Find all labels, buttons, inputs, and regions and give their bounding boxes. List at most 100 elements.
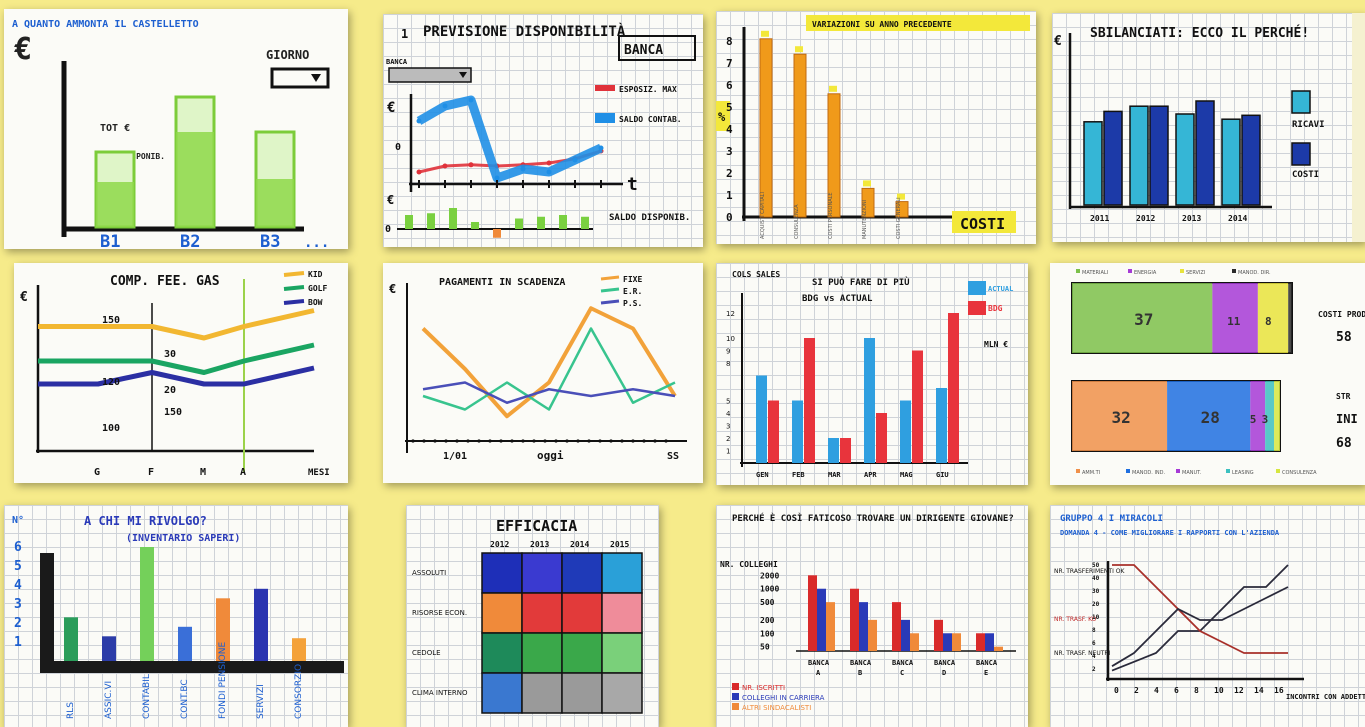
x-tick-dot [631,439,635,443]
x-tick-dot [455,439,459,443]
banca-select[interactable] [618,35,696,61]
stacked-segment [1274,381,1280,451]
data-point [520,166,526,172]
chart-castelletto-svg: A QUANTO AMMONTA IL CASTELLETTO € GIORNO… [12,19,330,249]
legend-swatch [732,683,739,690]
bar [943,633,952,651]
bar-actual [864,338,875,463]
heat-cell [561,632,603,674]
series-line [1111,564,1289,672]
x-tick-label: 0 [1114,686,1119,695]
giorno-dropdown[interactable] [270,67,330,89]
bar [861,187,875,218]
x-tick-label: COSTI GENERALI [896,197,902,239]
legend-label: MANOD. DIR. [1238,270,1271,276]
x-axis-label: INCONTRI CON ADDETTI AL PERSONALE [1286,693,1365,701]
x-tick-dot [653,439,657,443]
legend-saldo-dispon: SALDO DISPONIB. [609,213,690,223]
bar-costi [1195,100,1215,206]
legend-label: MANOD. IND. [1132,470,1166,476]
y-tick-label: 1 [726,189,733,202]
bar-disponib [96,182,134,227]
data-label: 120 [102,377,120,388]
y-tick-label: 2 [1092,666,1096,673]
y-axis-label: N° [12,515,24,526]
x-tick-label: A [816,669,821,677]
x-tick-label: MAR [828,471,841,479]
y-tick-label: 3 [726,423,730,431]
y-tick-label: 1 [14,635,22,650]
legend-swatch [600,287,620,293]
x-tick-dot [543,439,547,443]
heat-cell [521,592,563,634]
segment-label: 32 [1112,408,1131,427]
lower-bar [537,216,545,229]
column-label: 2014 [570,540,589,549]
chevron-down-icon[interactable] [459,72,467,78]
bar-label-tag [761,30,769,37]
data-point [468,162,474,168]
chart-variazioni-svg: VARIAZIONI SU ANNO PRECEDENTE % 0 1 2 3 4 5 6 7… [716,15,1030,239]
bar [759,38,773,218]
bar [976,633,985,651]
legend-swatch [1226,469,1230,473]
bar [994,646,1003,651]
banca-dropdown-label: BANCA [386,58,408,66]
chart-previsione-svg: 1 PREVISIONE DISPONIBILITÀ BANCA BANCA €… [385,23,696,238]
x-tick-label: M [200,467,206,478]
series-line [1111,586,1289,667]
bar-bdg [804,338,815,463]
bar [216,598,230,661]
lower-bar [427,213,435,229]
row-label-str: STR [1336,392,1351,401]
chart-subtitle: BDG vs ACTUAL [802,294,873,304]
bar-label-tag [829,85,837,92]
legend-label: LEASING [1232,470,1254,476]
lower-bar [581,216,589,229]
x-tick-label: ACQUISTI CAPITALI [760,192,766,239]
x-tick-label: B3 [260,232,280,249]
chart-previsione: 1 PREVISIONE DISPONIBILITÀ BANCA BANCA €… [383,14,703,247]
series-line [38,342,315,375]
x-tick-label: CONTABIL [142,674,152,719]
legend-label: KID [308,270,323,279]
x-tick-label: COSTI PERSONALE [828,192,834,239]
chart-title: COMP. FEE. GAS [110,274,220,289]
data-label: 30 [164,349,176,360]
bar-actual [828,438,839,463]
column-label: 2015 [610,540,629,549]
chart-sbilanciati: SBILANCIATI: ECCO IL PERCHÉ! € 2011 2012 2… [1052,13,1365,242]
x-tick-label: BANCA [892,659,914,667]
y-tick-label: 2 [726,167,733,180]
heat-cell [601,592,643,634]
x-tick-dot [411,439,415,443]
bar [985,633,994,651]
bar [827,93,841,218]
x-tick-label: CONT.BC [180,679,190,719]
y-tick-label: 2 [726,435,730,443]
chevron-down-icon[interactable] [311,74,321,82]
bar-costi [1241,114,1261,206]
x-tick-dot [620,439,624,443]
bar [826,602,835,651]
disp-annotation: € DISPONIB. [112,152,165,161]
bar [868,619,877,651]
legend-swatch-costi [1291,142,1311,166]
x-tick-label: CONSORZIO [294,664,304,719]
stacked-segment [1265,381,1275,451]
chart-sbilanciati-svg: SBILANCIATI: ECCO IL PERCHÉ! € 2011 2012 2… [1054,13,1365,242]
chart-dirigente-giovane-svg: PERCHÉ È COSÌ FATICOSO TROVARE UN DIRIGE… [720,512,1016,712]
legend-swatch-actual [968,281,986,295]
y-group-label: NR. TRASF. NEUTRI [1054,650,1111,657]
x-tick-dot [477,439,481,443]
x-tick-label: B2 [180,232,200,249]
column-label: 2012 [490,540,509,549]
y-tick-label: 9 [726,348,730,356]
unit-label: MLN € [984,340,1008,349]
stacked-segment [1072,381,1168,451]
x-tick-label: BANCA [850,659,872,667]
banca-dropdown[interactable] [388,67,472,83]
zero-label: 0 [395,142,401,153]
heat-cell [601,672,643,714]
x-tick-label: 2014 [1228,214,1247,223]
